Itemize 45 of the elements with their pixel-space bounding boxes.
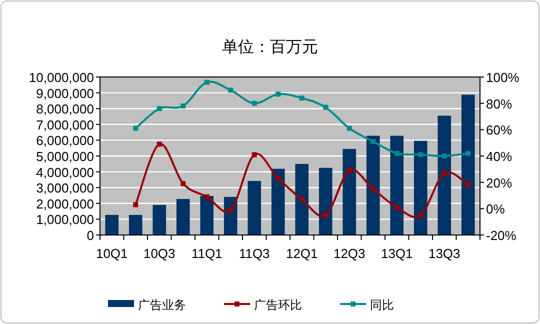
bar (128, 214, 142, 235)
y-tick-label: 3,000,000 (36, 180, 94, 196)
legend-label: 广告环比 (254, 298, 302, 312)
y-tick-label: 1,000,000 (36, 212, 94, 228)
bar (105, 214, 119, 235)
bar (438, 116, 452, 235)
y-tick-label: 2,000,000 (36, 196, 94, 212)
x-tick-label: 10Q3 (143, 246, 176, 261)
y2-tick-label: 100% (486, 70, 520, 85)
x-tick-label: 12Q1 (286, 246, 318, 261)
chart-title: 单位：百万元 (222, 38, 318, 56)
y-tick-label: 7,000,000 (36, 117, 94, 132)
y-tick-label: 6,000,000 (36, 133, 94, 148)
bar (295, 164, 309, 235)
x-tick-label: 10Q1 (96, 246, 128, 261)
y-tick-label: 9,000,000 (36, 86, 94, 101)
x-tick-label: 13Q1 (380, 246, 413, 261)
y-tick-label: 5,000,000 (36, 149, 94, 164)
legend-label: 广告业务 (138, 298, 186, 312)
y2-tick-label: 80% (486, 96, 512, 112)
x-tick-label: 13Q3 (428, 246, 460, 261)
y2-tick-label: 60% (486, 122, 512, 138)
bar (200, 196, 214, 235)
bar (461, 94, 475, 235)
y2-tick-label: -20% (486, 228, 517, 243)
bar (366, 136, 380, 235)
bar (390, 136, 404, 235)
x-tick-label: 11Q1 (191, 246, 222, 261)
bar (318, 168, 332, 235)
legend-label: 同比 (370, 298, 394, 312)
y-tick-label: 8,000,000 (36, 102, 94, 117)
y2-tick-label: 20% (486, 175, 512, 190)
y2-tick-label: 0% (486, 202, 506, 217)
y-tick-label: 10,000,000 (28, 70, 94, 85)
y-tick-label: 4,000,000 (36, 164, 94, 180)
y2-tick-label: 40% (486, 149, 512, 164)
bar (271, 168, 285, 235)
bar (152, 204, 166, 235)
x-tick-label: 12Q3 (333, 246, 366, 261)
bar (248, 180, 262, 235)
x-tick-label: 11Q3 (238, 246, 270, 261)
bar (414, 140, 428, 235)
bar (342, 148, 356, 235)
y-tick-label: 0 (86, 228, 94, 243)
bar (176, 198, 190, 235)
